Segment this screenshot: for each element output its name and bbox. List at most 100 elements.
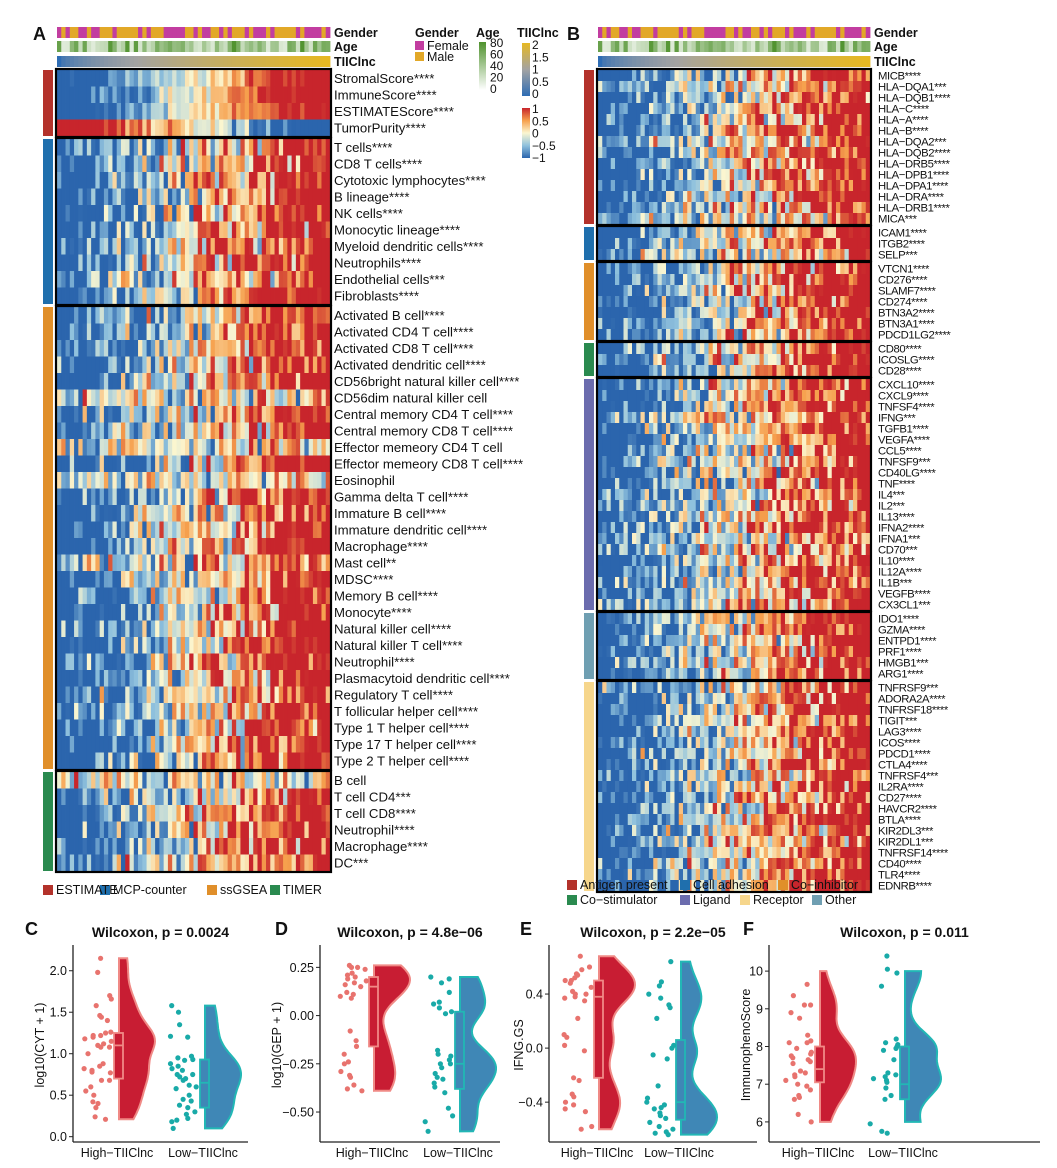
heatmap-cell	[95, 238, 101, 255]
heatmap-cell	[248, 340, 254, 357]
heatmap-cell	[248, 521, 254, 539]
heatmap-cell	[751, 125, 756, 137]
heatmap-cell	[312, 119, 318, 137]
heatmap-cell	[184, 254, 190, 272]
heatmap-cell	[197, 139, 203, 156]
heatmap-cell	[623, 318, 629, 330]
heatmap-cell	[227, 389, 233, 407]
heatmap-cell	[704, 169, 709, 181]
annotation-cell	[657, 56, 663, 67]
heatmap-cell	[78, 686, 83, 704]
heatmap-cell	[227, 307, 233, 324]
heatmap-cell	[99, 736, 105, 753]
heatmap-cell	[180, 422, 186, 440]
heatmap-cell	[274, 670, 280, 687]
heatmap-cell	[308, 719, 314, 737]
heatmap-cell	[69, 805, 75, 822]
heatmap-cell	[755, 136, 760, 148]
heatmap-cell	[278, 307, 284, 324]
heatmap-cell	[759, 180, 765, 192]
heatmap-cell	[116, 139, 122, 156]
annotation-cell	[155, 41, 160, 52]
heatmap-cell	[142, 287, 147, 305]
annotation-cell	[274, 56, 280, 67]
heatmap-cell	[74, 620, 79, 638]
heatmap-cell	[78, 221, 83, 239]
heatmap-cell	[738, 191, 743, 203]
annotation-cell	[776, 41, 782, 52]
heatmap-cell	[163, 703, 169, 720]
heatmap-cell	[793, 213, 799, 225]
heatmap-cell	[172, 188, 177, 206]
heatmap-cell	[283, 271, 288, 288]
heatmap-cell	[763, 70, 769, 82]
heatmap-cell	[304, 155, 310, 173]
heatmap-cell	[108, 307, 113, 324]
heatmap-cell	[142, 821, 147, 839]
heatmap-cell	[321, 838, 327, 855]
annotation-cell	[797, 56, 803, 67]
heatmap-cell	[691, 103, 697, 115]
heatmap-cell	[57, 604, 62, 621]
heatmap-cell	[278, 604, 284, 621]
annotation-cell	[317, 27, 322, 38]
heatmap-cell	[244, 604, 250, 621]
heatmap-cell	[231, 587, 237, 605]
heatmap-cell	[717, 202, 722, 214]
heatmap-cell	[159, 356, 165, 374]
heatmap-cell	[291, 119, 297, 137]
heatmap-cell	[300, 736, 305, 753]
heatmap-cell	[270, 854, 275, 872]
heatmap-cell	[734, 180, 739, 192]
heatmap-cell	[615, 213, 620, 225]
heatmap-cell	[308, 538, 314, 555]
annotation-cell	[627, 27, 633, 38]
heatmap-cell	[142, 488, 147, 506]
heatmap-cell	[206, 587, 211, 605]
heatmap-cell	[691, 169, 697, 181]
heatmap-cell	[159, 571, 165, 588]
heatmap-cell	[257, 205, 263, 222]
heatmap-cell	[120, 172, 126, 189]
heatmap-cell	[91, 637, 96, 654]
heatmap-cell	[261, 521, 267, 539]
annotation-cell	[640, 41, 646, 52]
heatmap-cell	[606, 180, 612, 192]
heatmap-cell	[853, 285, 858, 297]
heatmap-cell	[223, 455, 229, 473]
annotation-cell	[734, 41, 739, 52]
heatmap-cell	[768, 169, 773, 181]
annotation-cell	[827, 27, 833, 38]
heatmap-cell	[244, 455, 250, 473]
heatmap-cell	[763, 249, 769, 261]
heatmap-cell	[266, 287, 271, 305]
heatmap-cell	[661, 191, 667, 203]
heatmap-cell	[836, 158, 841, 170]
heatmap-cell	[74, 505, 79, 522]
heatmap-cell	[657, 249, 663, 261]
heatmap-cell	[717, 238, 722, 250]
heatmap-cell	[683, 238, 688, 250]
heatmap-cell	[210, 307, 216, 324]
heatmap-cell	[312, 188, 318, 206]
heatmap-cell	[636, 318, 641, 330]
heatmap-cell	[74, 772, 79, 789]
annotation-cell	[244, 41, 250, 52]
heatmap-cell	[231, 422, 237, 440]
heatmap-cell	[103, 373, 109, 390]
heatmap-cell	[759, 213, 765, 225]
heatmap-cell	[304, 821, 310, 839]
annotation-cell	[308, 56, 314, 67]
heatmap-cell	[214, 719, 220, 737]
annotation-cell	[666, 56, 671, 67]
heatmap-cell	[155, 389, 160, 407]
heatmap-cell	[649, 296, 654, 308]
heatmap-cell	[266, 805, 271, 822]
annotation-cell	[206, 56, 211, 67]
heatmap-cell	[674, 92, 680, 104]
heatmap-cell	[189, 287, 194, 305]
heatmap-cell	[223, 406, 229, 423]
heatmap-cell	[142, 703, 147, 720]
heatmap-cell	[717, 191, 722, 203]
annotation-cell	[674, 27, 680, 38]
